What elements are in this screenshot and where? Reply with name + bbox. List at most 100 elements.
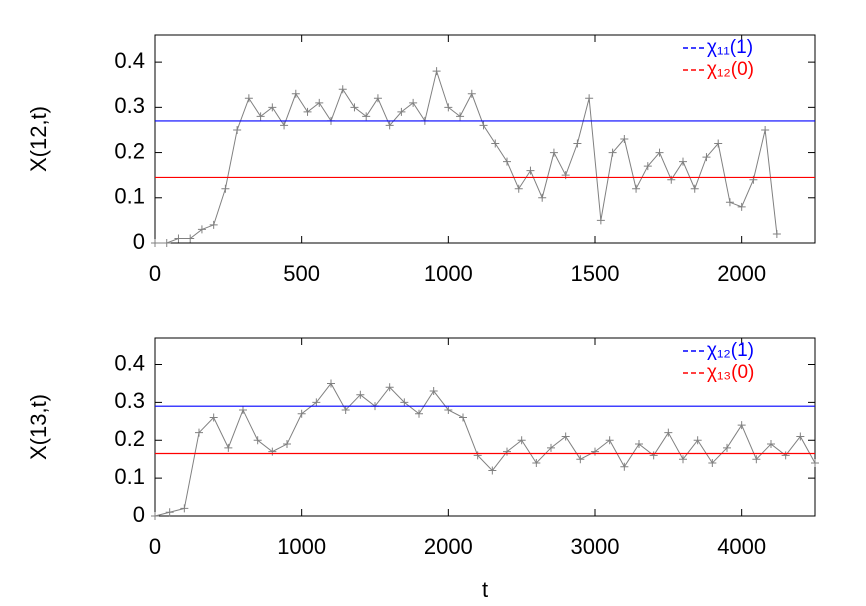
- point-marker: [796, 432, 805, 441]
- point-marker: [723, 443, 731, 452]
- point-marker: [664, 428, 673, 437]
- point-marker: [253, 436, 262, 445]
- point-marker: [280, 121, 289, 130]
- point-marker: [772, 229, 781, 238]
- point-marker: [385, 121, 394, 130]
- x-tick-label: 1000: [424, 261, 473, 286]
- point-marker: [549, 148, 558, 157]
- point-marker: [429, 387, 438, 396]
- x-tick-label: 2000: [717, 261, 766, 286]
- x-tick-label: 1000: [277, 534, 326, 559]
- point-marker: [312, 398, 321, 407]
- y-tick-label: 0.2: [114, 138, 145, 163]
- point-marker: [197, 225, 206, 234]
- point-marker: [761, 125, 770, 134]
- y-tick-label: 0: [133, 502, 145, 527]
- point-marker: [643, 162, 652, 171]
- point-marker: [356, 390, 365, 399]
- point-marker: [350, 103, 359, 112]
- point-marker: [233, 125, 242, 134]
- y-tick-label: 0.4: [114, 48, 145, 73]
- point-marker: [620, 135, 629, 143]
- point-marker: [180, 504, 189, 513]
- legend-label: χ₁₂(1): [707, 340, 754, 361]
- y-tick-label: 0.1: [114, 184, 145, 209]
- point-marker: [526, 166, 535, 175]
- point-marker: [444, 405, 453, 414]
- point-marker: [373, 94, 382, 103]
- point-marker: [186, 234, 195, 243]
- y-tick-label: 0.4: [114, 350, 145, 375]
- point-marker: [596, 216, 605, 225]
- point-marker: [268, 447, 277, 456]
- point-marker: [239, 405, 247, 414]
- point-marker: [591, 447, 599, 456]
- point-marker: [397, 107, 406, 116]
- point-marker: [409, 98, 418, 107]
- point-marker: [679, 455, 687, 464]
- x-axis-label: t: [482, 577, 488, 602]
- point-marker: [459, 413, 467, 422]
- point-marker: [514, 184, 523, 193]
- y-axis-label: X(13,t): [26, 394, 51, 460]
- plot-frame: [154, 337, 816, 517]
- x-tick-label: 2000: [424, 534, 473, 559]
- point-marker: [283, 440, 291, 449]
- x-tick-label: 500: [283, 261, 320, 286]
- point-marker: [209, 220, 218, 229]
- point-marker: [444, 103, 453, 112]
- point-marker: [491, 139, 500, 148]
- point-marker: [224, 443, 233, 452]
- point-marker: [327, 379, 335, 388]
- point-marker: [362, 112, 371, 121]
- series-line: [155, 69, 778, 244]
- point-marker: [690, 184, 699, 193]
- x-tick-label: 1500: [571, 261, 620, 286]
- point-marker: [315, 98, 324, 107]
- y-tick-label: 0.2: [114, 426, 145, 451]
- series-line: [154, 382, 816, 517]
- point-marker: [151, 239, 159, 247]
- point-marker: [303, 107, 312, 116]
- point-marker: [608, 148, 617, 157]
- point-marker: [456, 112, 465, 121]
- point-marker: [811, 458, 819, 467]
- point-marker: [297, 409, 306, 418]
- point-marker: [573, 139, 582, 148]
- point-marker: [632, 184, 641, 193]
- point-marker: [385, 383, 394, 392]
- point-marker: [693, 436, 702, 445]
- y-tick-label: 0.3: [114, 93, 145, 118]
- x-tick-label: 3000: [571, 534, 620, 559]
- y-tick-label: 0: [133, 229, 145, 254]
- point-marker: [244, 94, 253, 103]
- point-marker: [635, 440, 643, 449]
- point-marker: [708, 458, 717, 467]
- point-marker: [503, 447, 511, 456]
- point-marker: [767, 440, 775, 449]
- point-marker: [655, 148, 664, 157]
- point-marker: [679, 157, 687, 166]
- point-marker: [737, 421, 746, 430]
- point-marker: [221, 184, 230, 193]
- point-marker: [209, 413, 218, 422]
- point-marker: [752, 455, 761, 464]
- point-marker: [151, 512, 159, 520]
- point-marker: [415, 409, 423, 418]
- point-marker: [338, 85, 347, 94]
- point-marker: [432, 67, 441, 76]
- point-marker: [256, 112, 265, 121]
- point-marker: [162, 239, 171, 247]
- plot-frame: [154, 34, 816, 244]
- point-marker: [467, 89, 476, 98]
- point-marker: [714, 139, 723, 148]
- point-marker: [532, 458, 541, 467]
- point-marker: [576, 455, 585, 464]
- point-marker: [195, 428, 203, 437]
- point-marker: [291, 89, 300, 98]
- point-marker: [517, 436, 526, 445]
- point-marker: [538, 193, 547, 202]
- legend-label: χ₁₃(0): [707, 362, 754, 383]
- point-marker: [547, 443, 555, 452]
